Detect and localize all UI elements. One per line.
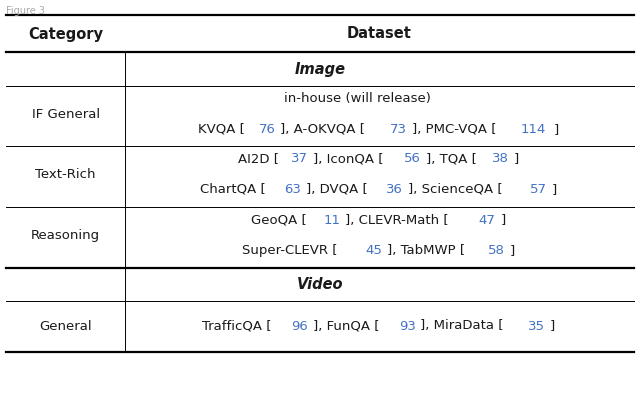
Text: 63: 63 bbox=[285, 183, 301, 196]
Text: AI2D [: AI2D [ bbox=[238, 152, 279, 165]
Text: ], ScienceQA [: ], ScienceQA [ bbox=[408, 183, 502, 196]
Text: General: General bbox=[39, 320, 92, 332]
Text: ], TQA [: ], TQA [ bbox=[426, 152, 477, 165]
Text: Image: Image bbox=[294, 62, 346, 77]
Text: 76: 76 bbox=[259, 123, 275, 136]
Text: 56: 56 bbox=[404, 152, 421, 165]
Text: Figure 3: Figure 3 bbox=[6, 6, 45, 16]
Text: ]: ] bbox=[509, 244, 515, 257]
Text: ], TabMWP [: ], TabMWP [ bbox=[387, 244, 465, 257]
Text: ], PMC-VQA [: ], PMC-VQA [ bbox=[412, 123, 497, 136]
Text: ], IconQA [: ], IconQA [ bbox=[313, 152, 383, 165]
Text: ]: ] bbox=[513, 152, 518, 165]
Text: TrafficQA [: TrafficQA [ bbox=[202, 320, 271, 332]
Text: GeoQA [: GeoQA [ bbox=[251, 214, 307, 226]
Text: ]: ] bbox=[552, 183, 557, 196]
Text: ], DVQA [: ], DVQA [ bbox=[307, 183, 368, 196]
Text: ]: ] bbox=[500, 214, 506, 226]
Text: ChartQA [: ChartQA [ bbox=[200, 183, 266, 196]
Text: 58: 58 bbox=[488, 244, 505, 257]
Text: ]: ] bbox=[550, 320, 556, 332]
Text: 47: 47 bbox=[479, 214, 495, 226]
Text: Dataset: Dataset bbox=[347, 26, 412, 42]
Text: in-house (will release): in-house (will release) bbox=[284, 92, 431, 105]
Text: Video: Video bbox=[297, 277, 343, 292]
Text: 57: 57 bbox=[530, 183, 547, 196]
Text: 96: 96 bbox=[291, 320, 308, 332]
Text: ], FunQA [: ], FunQA [ bbox=[313, 320, 380, 332]
Text: Super-CLEVR [: Super-CLEVR [ bbox=[242, 244, 337, 257]
Text: Text-Rich: Text-Rich bbox=[35, 168, 96, 180]
Text: 11: 11 bbox=[323, 214, 340, 226]
Text: ], CLEVR-Math [: ], CLEVR-Math [ bbox=[345, 214, 449, 226]
Text: 45: 45 bbox=[365, 244, 382, 257]
Text: 36: 36 bbox=[386, 183, 403, 196]
Text: 38: 38 bbox=[492, 152, 508, 165]
Text: 93: 93 bbox=[399, 320, 415, 332]
Text: ], MiraData [: ], MiraData [ bbox=[420, 320, 504, 332]
Text: 35: 35 bbox=[528, 320, 545, 332]
Text: 73: 73 bbox=[390, 123, 407, 136]
Text: 37: 37 bbox=[291, 152, 308, 165]
Text: IF General: IF General bbox=[31, 108, 100, 120]
Text: Reasoning: Reasoning bbox=[31, 229, 100, 242]
Text: 114: 114 bbox=[521, 123, 547, 136]
Text: ], A-OKVQA [: ], A-OKVQA [ bbox=[280, 123, 365, 136]
Text: ]: ] bbox=[554, 123, 559, 136]
Text: Category: Category bbox=[28, 26, 103, 42]
Text: KVQA [: KVQA [ bbox=[198, 123, 245, 136]
